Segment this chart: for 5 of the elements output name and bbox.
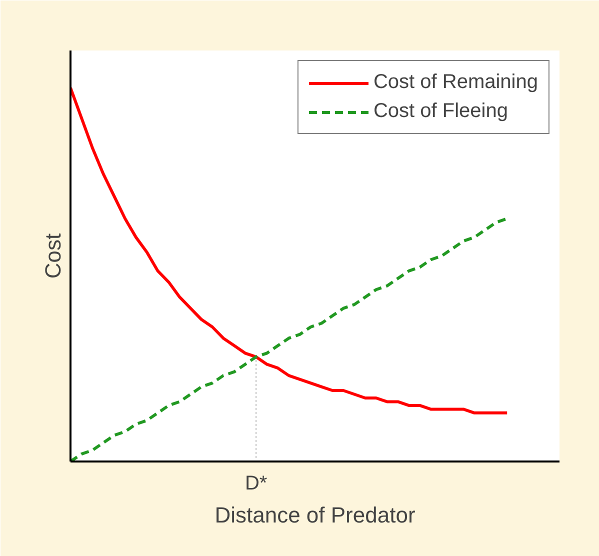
legend-label: Cost of Remaining	[373, 71, 538, 94]
y-axis-title: Cost	[40, 233, 66, 279]
text: D*	[244, 472, 268, 494]
legend-label: Cost of Fleeing	[373, 100, 508, 123]
x-axis-title: Distance of Predator	[214, 502, 416, 528]
